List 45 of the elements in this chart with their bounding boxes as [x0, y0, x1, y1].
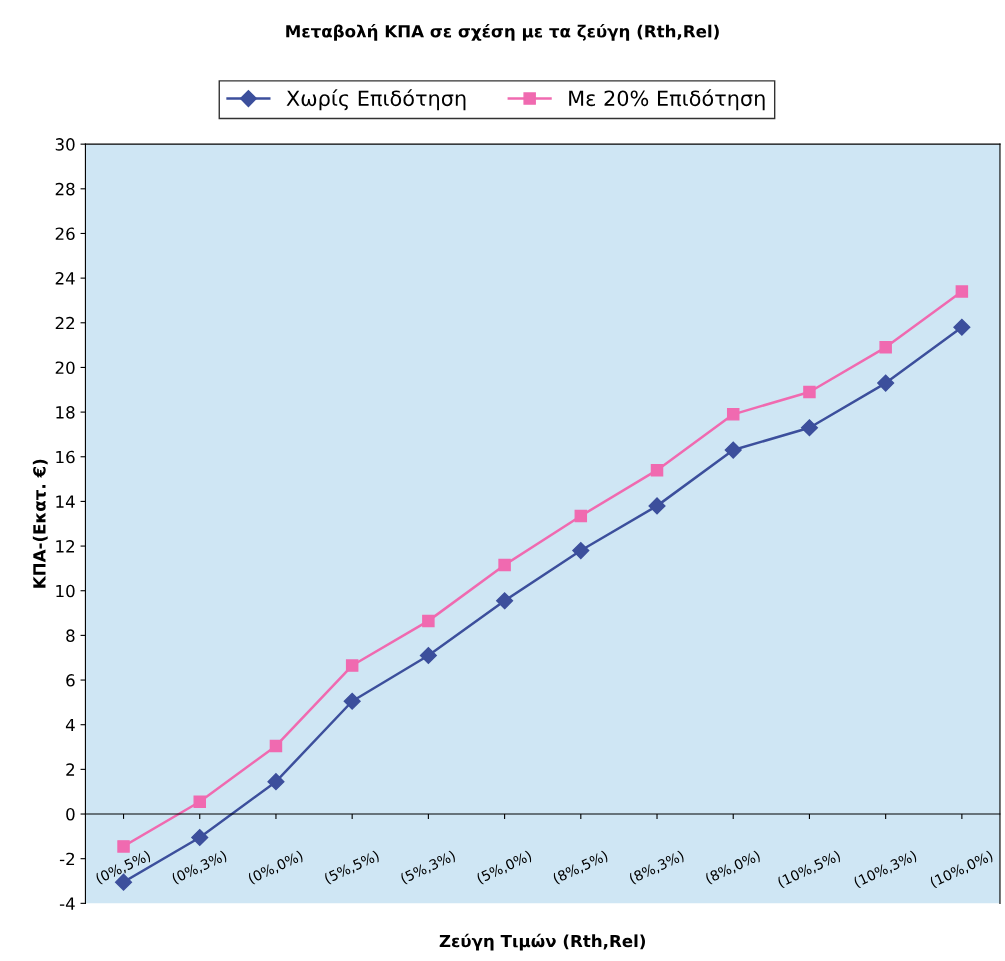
y-tick-label: 10: [56, 584, 75, 598]
y-tick-label: 28: [55, 182, 75, 196]
point: [269, 739, 283, 753]
y-tick-label: 26: [55, 227, 75, 241]
point: [191, 828, 209, 847]
point: [803, 385, 816, 399]
y-tick-label: 4: [65, 718, 75, 732]
point: [267, 773, 285, 791]
y-tick-label: -2: [59, 852, 75, 866]
y-tick-label: 22: [55, 316, 75, 330]
y-tick-label: 16: [56, 450, 75, 464]
y-tick-label: 30: [55, 138, 75, 151]
point: [345, 659, 359, 672]
chart-title: Μεταβολή ΚΠΑ σε σχέση με τα ζεύγη (Rth,Rel): [286, 24, 719, 41]
y-tick-label: -4: [59, 897, 75, 910]
legend-label: Χωρίς Επιδότηση: [286, 89, 466, 111]
point: [496, 592, 514, 610]
y-tick-label: 12: [56, 540, 75, 553]
y-tick-label: 8: [66, 629, 75, 642]
point: [800, 419, 818, 437]
point: [422, 614, 435, 628]
point: [574, 509, 588, 523]
y-tick-label: 24: [55, 272, 75, 285]
point: [877, 374, 895, 392]
point: [648, 497, 666, 515]
point: [572, 541, 590, 560]
y-tick-label: 0: [66, 807, 75, 821]
point: [955, 285, 969, 298]
point: [953, 318, 971, 336]
point: [726, 408, 740, 421]
point: [419, 646, 437, 665]
y-axis-title: ΚΠΑ-(Εκατ. €): [32, 459, 48, 588]
point: [343, 692, 361, 710]
point: [724, 441, 742, 459]
point: [498, 558, 511, 572]
point: [650, 463, 664, 477]
y-tick-label: 6: [66, 674, 75, 687]
y-tick-label: 20: [55, 361, 75, 375]
point: [193, 795, 206, 808]
y-tick-label: 2: [66, 763, 75, 776]
y-tick-label: 14: [56, 495, 75, 508]
point: [879, 341, 892, 354]
y-tick-label: 18: [56, 406, 75, 419]
legend-label: Με 20% Επιδότηση: [569, 89, 765, 111]
x-axis-title: Ζεύγη Τιμών (Rth,Rel): [439, 933, 646, 951]
